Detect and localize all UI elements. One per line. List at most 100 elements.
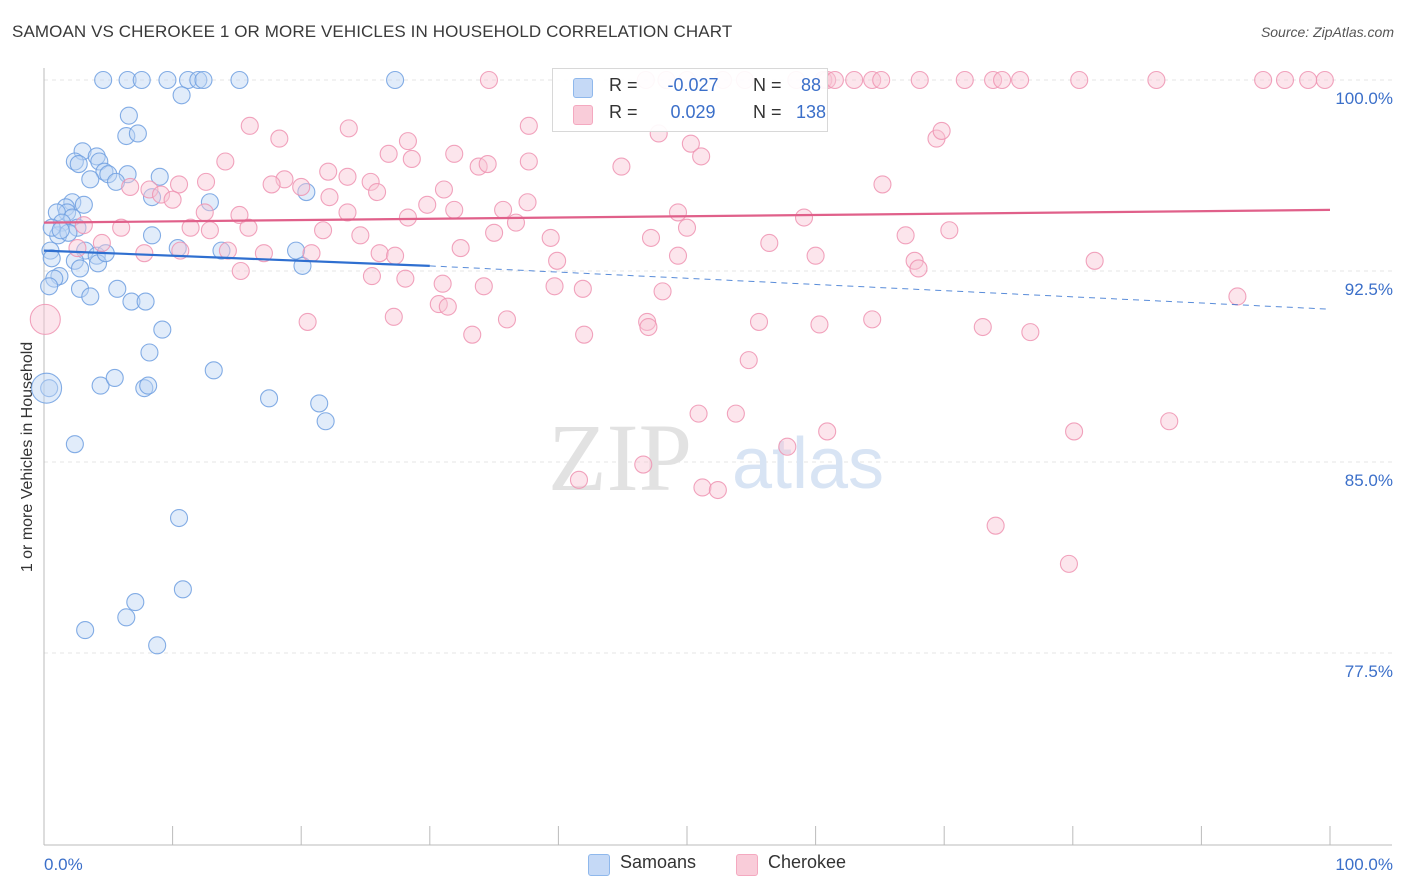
samoans-point (69, 154, 88, 174)
cherokee-point (689, 404, 708, 423)
cherokee-point (681, 134, 700, 153)
samoans-legend-label: Samoans (620, 852, 697, 872)
cherokee-point (362, 267, 381, 286)
samoans-point (150, 167, 169, 186)
cherokee-point (254, 244, 273, 263)
watermark: ZIP atlas (548, 404, 884, 511)
samoans-swatch-icon (573, 78, 593, 98)
samoans-point (126, 593, 145, 612)
cherokee-point (668, 203, 688, 222)
cherokee-point (386, 246, 405, 265)
cherokee-point (506, 213, 526, 232)
cherokee-point (1315, 70, 1334, 90)
cherokee-point (518, 193, 537, 212)
cherokee-point (433, 274, 452, 293)
cherokee-point (845, 70, 864, 90)
cherokee-point (1254, 70, 1273, 90)
cherokee-point (418, 195, 437, 214)
cherokee-point (302, 244, 321, 263)
cherokee-point (195, 203, 214, 222)
samoans-point (189, 70, 208, 90)
cherokee-point (677, 218, 697, 237)
cherokee-point (121, 177, 140, 197)
samoans-point (386, 70, 405, 90)
samoans-point (91, 376, 110, 395)
cherokee-point (402, 149, 421, 168)
samoans-point (119, 106, 138, 125)
cherokee-point (573, 279, 592, 298)
cherokee-point (270, 129, 289, 148)
samoans-point (81, 287, 100, 306)
watermark-atlas: atlas (732, 424, 884, 504)
cherokee-point (541, 228, 560, 247)
legend-r-value: -0.027 (667, 75, 719, 95)
cherokee-point (368, 183, 387, 202)
cherokee-point (955, 70, 974, 90)
cherokee-point (379, 144, 398, 163)
samoans-point (132, 70, 151, 90)
samoans-point (99, 165, 118, 184)
samoans-point (173, 580, 192, 599)
samoans-point (200, 193, 219, 212)
samoans-point (259, 389, 279, 408)
samoans-point (58, 203, 77, 222)
cherokee-legend-label: Cherokee (768, 852, 847, 872)
cherokee-point (181, 218, 200, 237)
samoans-point (172, 86, 191, 105)
trend-lines (43, 208, 1331, 310)
cherokee-point (396, 269, 415, 288)
samoans-point (153, 320, 172, 339)
samoans-point (94, 70, 113, 90)
legend-r-value: 0.029 (670, 102, 716, 122)
x-tick-label: 100.0% (1335, 855, 1393, 874)
samoans-point (139, 376, 158, 395)
cherokee-point (910, 70, 929, 90)
samoans-point (106, 172, 126, 191)
cherokee-point (548, 251, 567, 270)
grid-lines (44, 79, 1392, 654)
samoans-point (42, 249, 61, 268)
cherokee-point (641, 228, 661, 247)
samoans-point (90, 152, 109, 171)
samoans-point (194, 70, 213, 90)
cherokee-point (351, 226, 370, 245)
cherokee-point (485, 223, 504, 242)
samoans-point (117, 126, 136, 146)
samoans-point (287, 241, 306, 260)
cherokee-point (612, 157, 631, 176)
samoans-point (204, 361, 223, 380)
cherokee-point (569, 470, 589, 489)
cherokee-point (298, 312, 317, 331)
cherokee-point (384, 307, 403, 326)
y-tick-label: 100.0% (1335, 89, 1393, 108)
samoans-point (118, 70, 137, 90)
samoans-point (88, 254, 108, 273)
cherokee-point (973, 317, 992, 337)
samoans-point (51, 221, 70, 240)
cherokee-point (292, 177, 311, 197)
cherokee-point (497, 310, 517, 329)
samoans-point (76, 621, 95, 640)
samoans-point (148, 636, 167, 655)
samoans-point (40, 379, 59, 398)
cherokee-point (1275, 70, 1295, 90)
samoans-point (128, 124, 147, 143)
cherokee-point (451, 239, 470, 258)
y-tick-label: 92.5% (1345, 280, 1393, 299)
cherokee-point (1299, 70, 1318, 90)
cherokee-point (810, 315, 829, 334)
cherokee-trend-line (43, 208, 1331, 224)
cherokee-legend-icon (736, 854, 758, 876)
legend-n-label: N = (753, 75, 782, 95)
cherokee-point (708, 480, 727, 500)
samoans-point (74, 195, 93, 214)
watermark-zip: ZIP (548, 404, 692, 511)
cherokee-point (92, 233, 111, 253)
samoans-legend-icon (588, 854, 610, 876)
cherokee-point (370, 244, 389, 263)
cherokee-point (74, 216, 93, 235)
cherokee-point (339, 119, 358, 138)
samoans-point (81, 170, 100, 189)
cherokee-point (68, 239, 87, 258)
cherokee-point (932, 121, 951, 140)
